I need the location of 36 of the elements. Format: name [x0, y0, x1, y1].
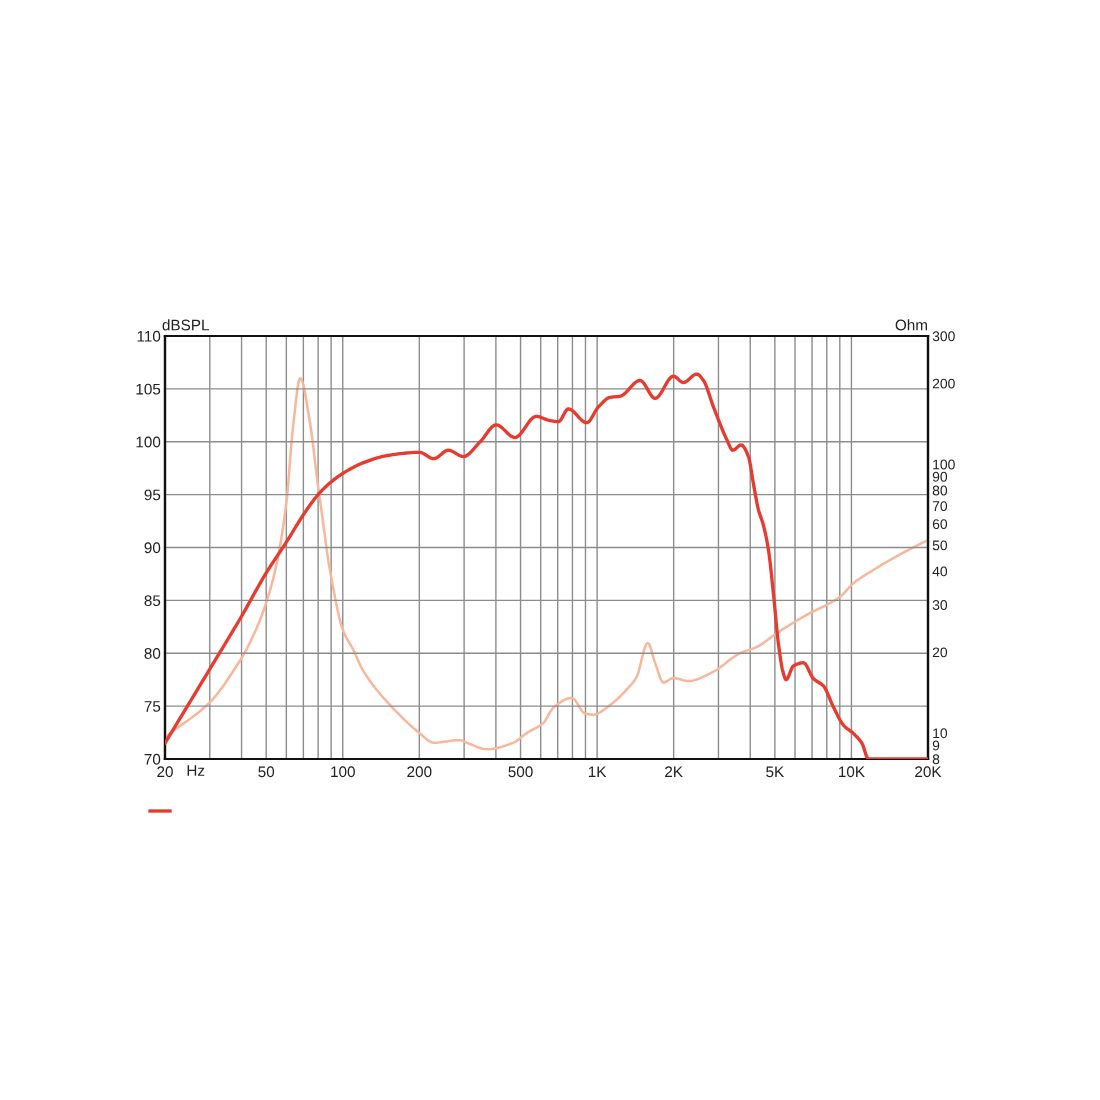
x-tick-label: 500 [508, 766, 533, 778]
y2-tick-label: 75 [144, 701, 161, 712]
y-tick-label: 40 [932, 566, 948, 577]
x-tick-label: 10K [839, 766, 865, 778]
y-tick-label: 20 [932, 647, 948, 658]
y2-tick-label: 95 [144, 489, 161, 501]
y-tick-label: 8 [932, 754, 940, 765]
y2-tick-label: 90 [144, 542, 161, 554]
y-tick-label: 100 [933, 459, 955, 470]
x-tick-label: 20K [915, 766, 942, 778]
y-tick-label: 80 [932, 485, 948, 496]
y-tick-label: 30 [932, 600, 948, 610]
x-tick-label: 5K [766, 766, 785, 778]
y2-tick-label: 85 [144, 595, 161, 607]
x-tick-label: 50 [258, 766, 275, 778]
y-tick-label: 9 [932, 740, 940, 751]
y-tick-label: 300 [932, 331, 955, 342]
y2-tick-label: 105 [136, 383, 161, 395]
y-tick-label: 90 [932, 471, 948, 482]
y-tick-label: 200 [932, 378, 955, 389]
y-tick-label: 70 [932, 501, 948, 512]
x-axis-title: Hz [187, 765, 205, 776]
y2-tick-label: 110 [137, 330, 161, 342]
y2-tick-label: 70 [144, 753, 161, 765]
y2-axis-title: dBSPL [162, 319, 210, 331]
x-tick-label: 20 [157, 766, 173, 778]
x-tick-label: 200 [407, 766, 432, 778]
x-tick-label: 1K [588, 766, 607, 778]
y-tick-label: 10 [933, 728, 948, 739]
x-tick-label: 100 [331, 766, 355, 778]
x-tick-label: 2K [665, 766, 683, 778]
y-tick-label: 60 [932, 519, 948, 530]
y-tick-label: 50 [932, 540, 948, 551]
y-axis-title: Ohm [895, 319, 927, 331]
y2-tick-label: 80 [144, 648, 161, 659]
y2-tick-label: 100 [136, 436, 161, 448]
